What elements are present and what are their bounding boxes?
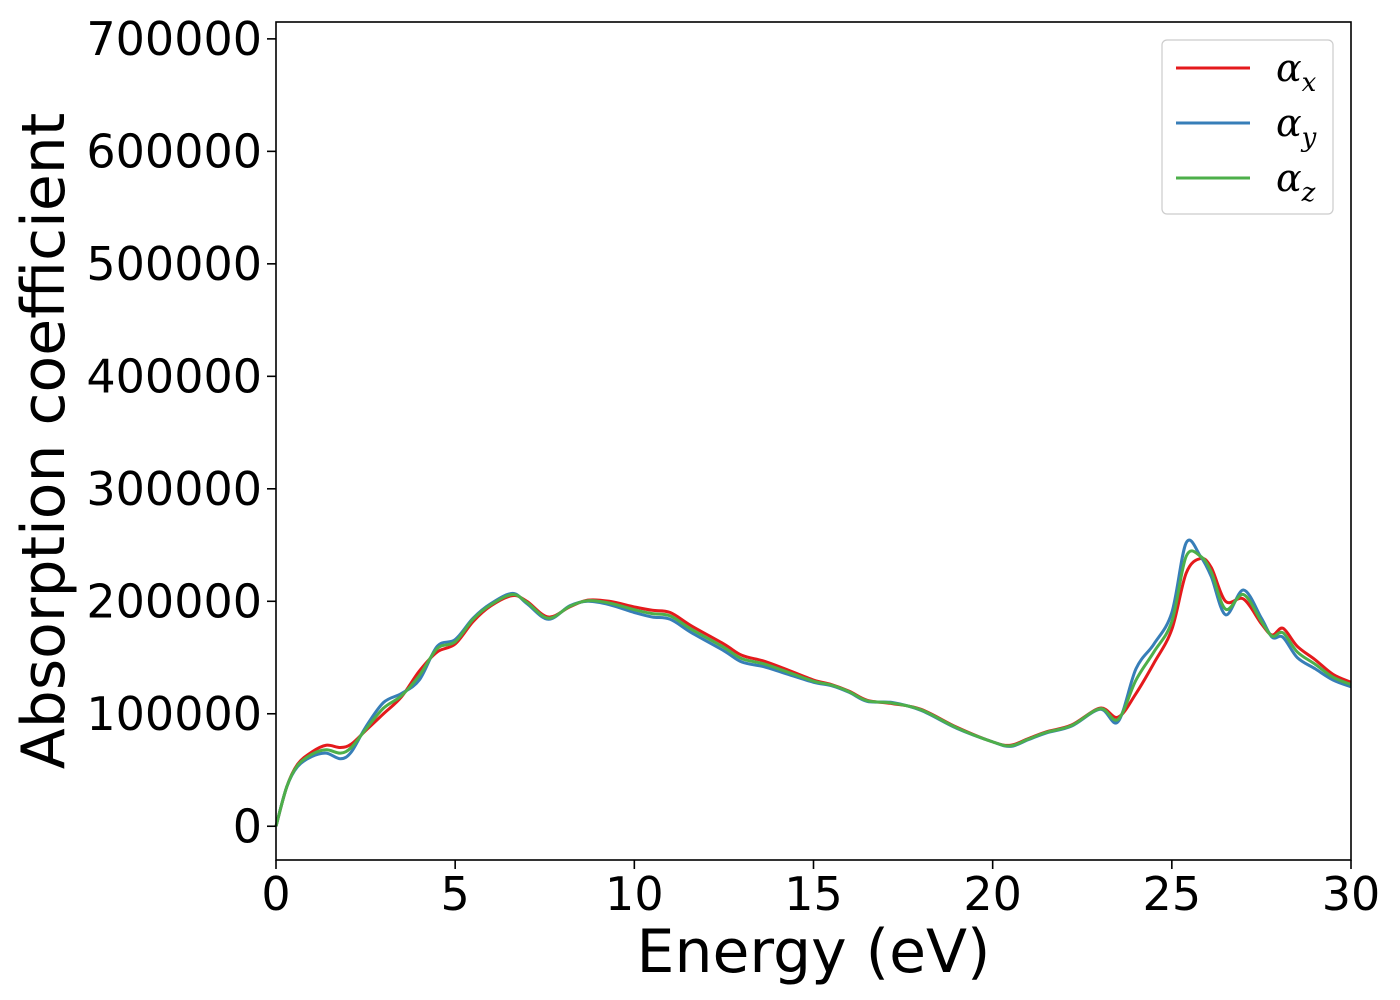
y-tick-label: 200000 [86, 574, 262, 628]
y-tick-label: 500000 [86, 237, 262, 291]
x-tick-label: 5 [441, 867, 470, 921]
legend-box [1161, 39, 1334, 215]
series-layer [274, 538, 1352, 827]
legend-label-subscript: y [1301, 123, 1317, 153]
x-tick-label: 25 [1143, 867, 1202, 921]
x-tick-label: 15 [784, 867, 843, 921]
y-axis-ticks: 0 100000 200000 300000 400000 500000 600000 700… [86, 12, 276, 853]
legend-label-subscript: z [1301, 178, 1316, 208]
legend-label-base: α [1276, 46, 1302, 90]
legend-label-base: α [1276, 156, 1302, 200]
legend-label-subscript: x [1302, 68, 1317, 98]
y-tick-label: 0 [233, 799, 262, 853]
legend-label-base: α [1276, 101, 1302, 145]
y-tick-label: 700000 [86, 12, 262, 66]
series-line-z [274, 549, 1352, 827]
legend-label-x: αx [1276, 46, 1317, 98]
series-line-y [274, 538, 1352, 827]
series-line-x [274, 556, 1352, 827]
y-axis-title: Absorption coefficient [9, 113, 79, 770]
y-tick-label: 600000 [86, 124, 262, 178]
x-tick-label: 20 [963, 867, 1022, 921]
y-tick-label: 400000 [86, 349, 262, 403]
x-axis-ticks: 0 5 10 15 20 25 30 [261, 860, 1380, 921]
legend-label-z: αz [1276, 156, 1316, 208]
x-tick-label: 30 [1322, 867, 1381, 921]
legend-label-y: αy [1276, 101, 1317, 153]
x-axis-title: Energy (eV) [637, 917, 991, 987]
y-tick-label: 300000 [86, 462, 262, 516]
x-tick-label: 10 [605, 867, 664, 921]
y-tick-label: 100000 [86, 687, 262, 741]
x-tick-label: 0 [261, 867, 290, 921]
